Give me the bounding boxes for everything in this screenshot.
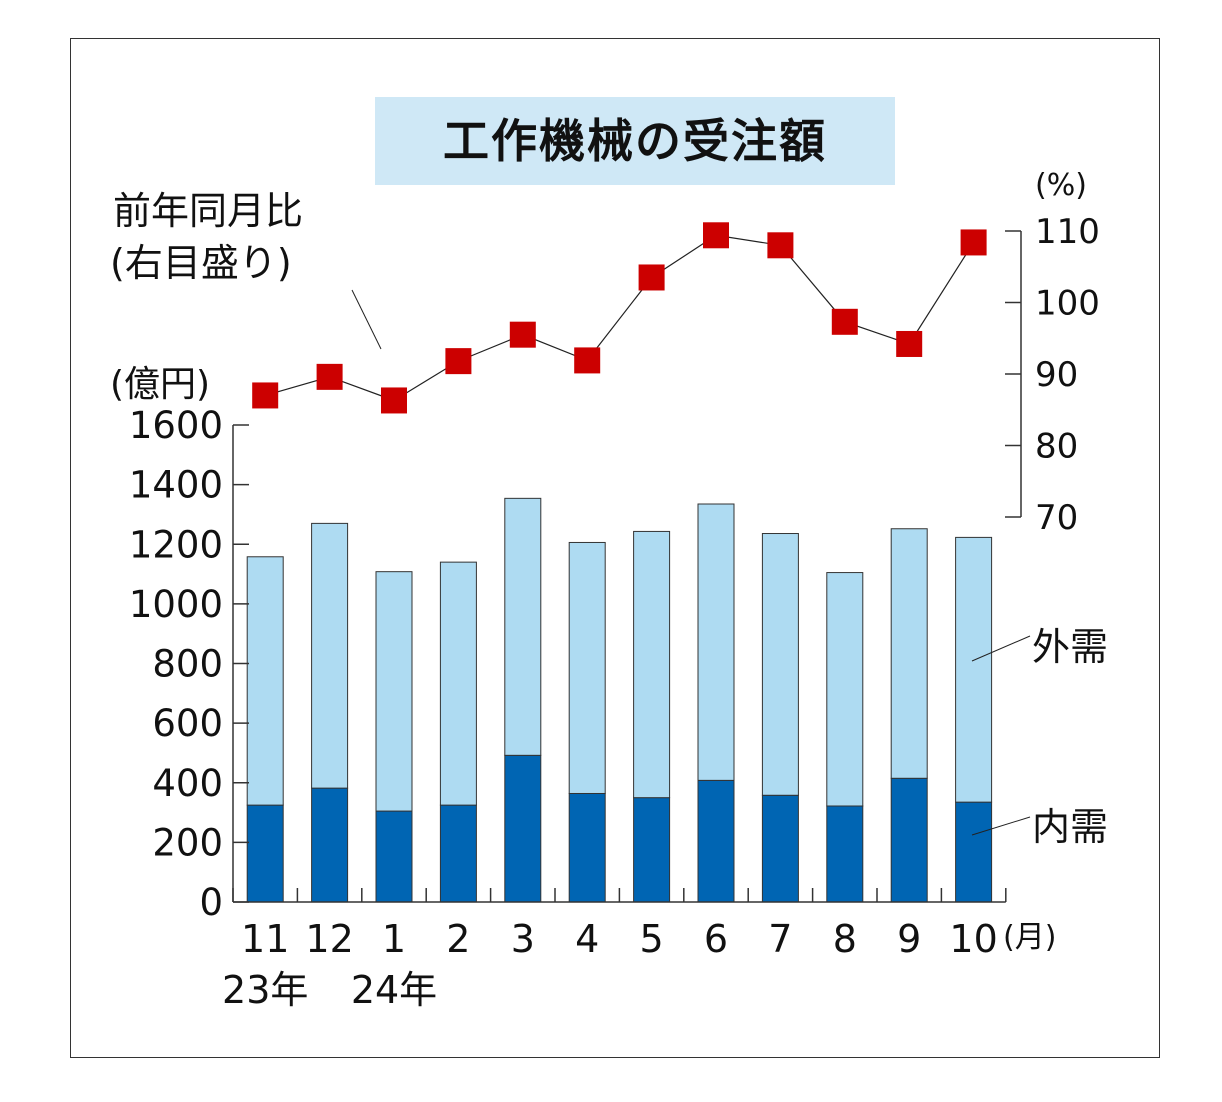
line-series-axis-note: (右目盛り) [110, 241, 292, 285]
bar-export-8 [826, 572, 864, 807]
line-label-leader [351, 289, 382, 350]
bar-domestic-5 [633, 797, 671, 903]
x-tick-label-7: 7 [768, 917, 792, 961]
x-tick-label-9: 9 [897, 917, 921, 961]
bar-domestic-3 [504, 754, 542, 903]
x-tick-label-10: 10 [949, 917, 997, 961]
x-tick-label-3: 3 [511, 917, 535, 961]
yoy-point-4 [574, 347, 601, 374]
x-year-label: 24年 [351, 968, 437, 1012]
bar-domestic-11 [246, 804, 284, 903]
y-left-tick-label: 800 [152, 643, 223, 686]
bar-domestic-6 [697, 779, 735, 903]
y-right-tick-label: 90 [1035, 355, 1078, 395]
y-right-tick-label: 70 [1035, 498, 1078, 538]
x-tick-label-6: 6 [704, 917, 728, 961]
y-right-tick-label: 110 [1035, 212, 1100, 252]
bar-export-3 [504, 497, 542, 756]
chart-frame [70, 38, 1160, 1058]
x-unit: (月) [1003, 920, 1057, 955]
bar-domestic-7 [761, 794, 799, 903]
y-right-unit: (%) [1035, 168, 1087, 203]
y-left-tick-label: 600 [152, 702, 223, 745]
x-tick-label-11: 11 [241, 917, 289, 961]
y-left-tick-label: 1600 [129, 404, 223, 447]
y-left-tick-label: 200 [152, 821, 223, 864]
bar-export-5 [633, 530, 671, 799]
yoy-point-12 [316, 363, 343, 390]
bar-export-10 [955, 536, 993, 803]
bar-export-4 [568, 541, 606, 794]
bar-domestic-1 [375, 810, 413, 903]
y-left-tick-label: 400 [152, 762, 223, 805]
bar-domestic-12 [311, 787, 349, 903]
bar-export-11 [246, 556, 284, 806]
bar-export-2 [439, 561, 477, 806]
yoy-point-1 [381, 387, 407, 414]
yoy-point-8 [831, 308, 858, 335]
y-left-tick-label: 1200 [129, 523, 223, 566]
legend-domestic: 内需 [1032, 805, 1109, 849]
bar-export-7 [761, 533, 799, 796]
bar-domestic-8 [826, 805, 864, 903]
yoy-point-6 [703, 222, 729, 249]
legend-export: 外需 [1032, 625, 1109, 669]
bar-domestic-2 [439, 804, 477, 903]
x-tick-label-8: 8 [833, 917, 857, 961]
yoy-point-11 [252, 382, 279, 409]
y-left-tick-label: 1400 [129, 464, 223, 507]
yoy-point-9 [896, 330, 923, 357]
x-tick-label-12: 12 [305, 917, 353, 961]
domestic-leader [971, 816, 1031, 836]
x-tick-label-5: 5 [640, 917, 664, 961]
x-tick-label-2: 2 [446, 917, 470, 961]
x-tick-label-1: 1 [382, 917, 406, 961]
bar-domestic-9 [890, 777, 928, 903]
yoy-point-5 [638, 264, 665, 291]
bar-export-6 [697, 503, 735, 781]
y-left-tick-label: 0 [199, 881, 223, 924]
bar-export-9 [890, 528, 928, 779]
bar-export-12 [311, 522, 349, 789]
x-year-label: 23年 [222, 968, 308, 1012]
y-left-tick-label: 1000 [129, 583, 223, 626]
yoy-point-2 [445, 348, 472, 375]
yoy-line [265, 234, 975, 402]
yoy-point-7 [767, 232, 794, 259]
bar-export-1 [375, 571, 413, 812]
y-right-tick-label: 100 [1035, 284, 1100, 324]
yoy-point-10 [960, 229, 987, 256]
y-left-unit: (億円) [110, 364, 211, 405]
chart-title: 工作機械の受注額 [443, 114, 827, 168]
yoy-point-3 [509, 321, 536, 348]
x-tick-label-4: 4 [575, 917, 599, 961]
bar-domestic-10 [955, 801, 993, 903]
title-box: 工作機械の受注額 [375, 97, 895, 185]
export-leader [971, 635, 1031, 662]
line-series-label: 前年同月比 [113, 189, 304, 233]
y-right-tick-label: 80 [1035, 427, 1078, 467]
bar-domestic-4 [568, 792, 606, 903]
